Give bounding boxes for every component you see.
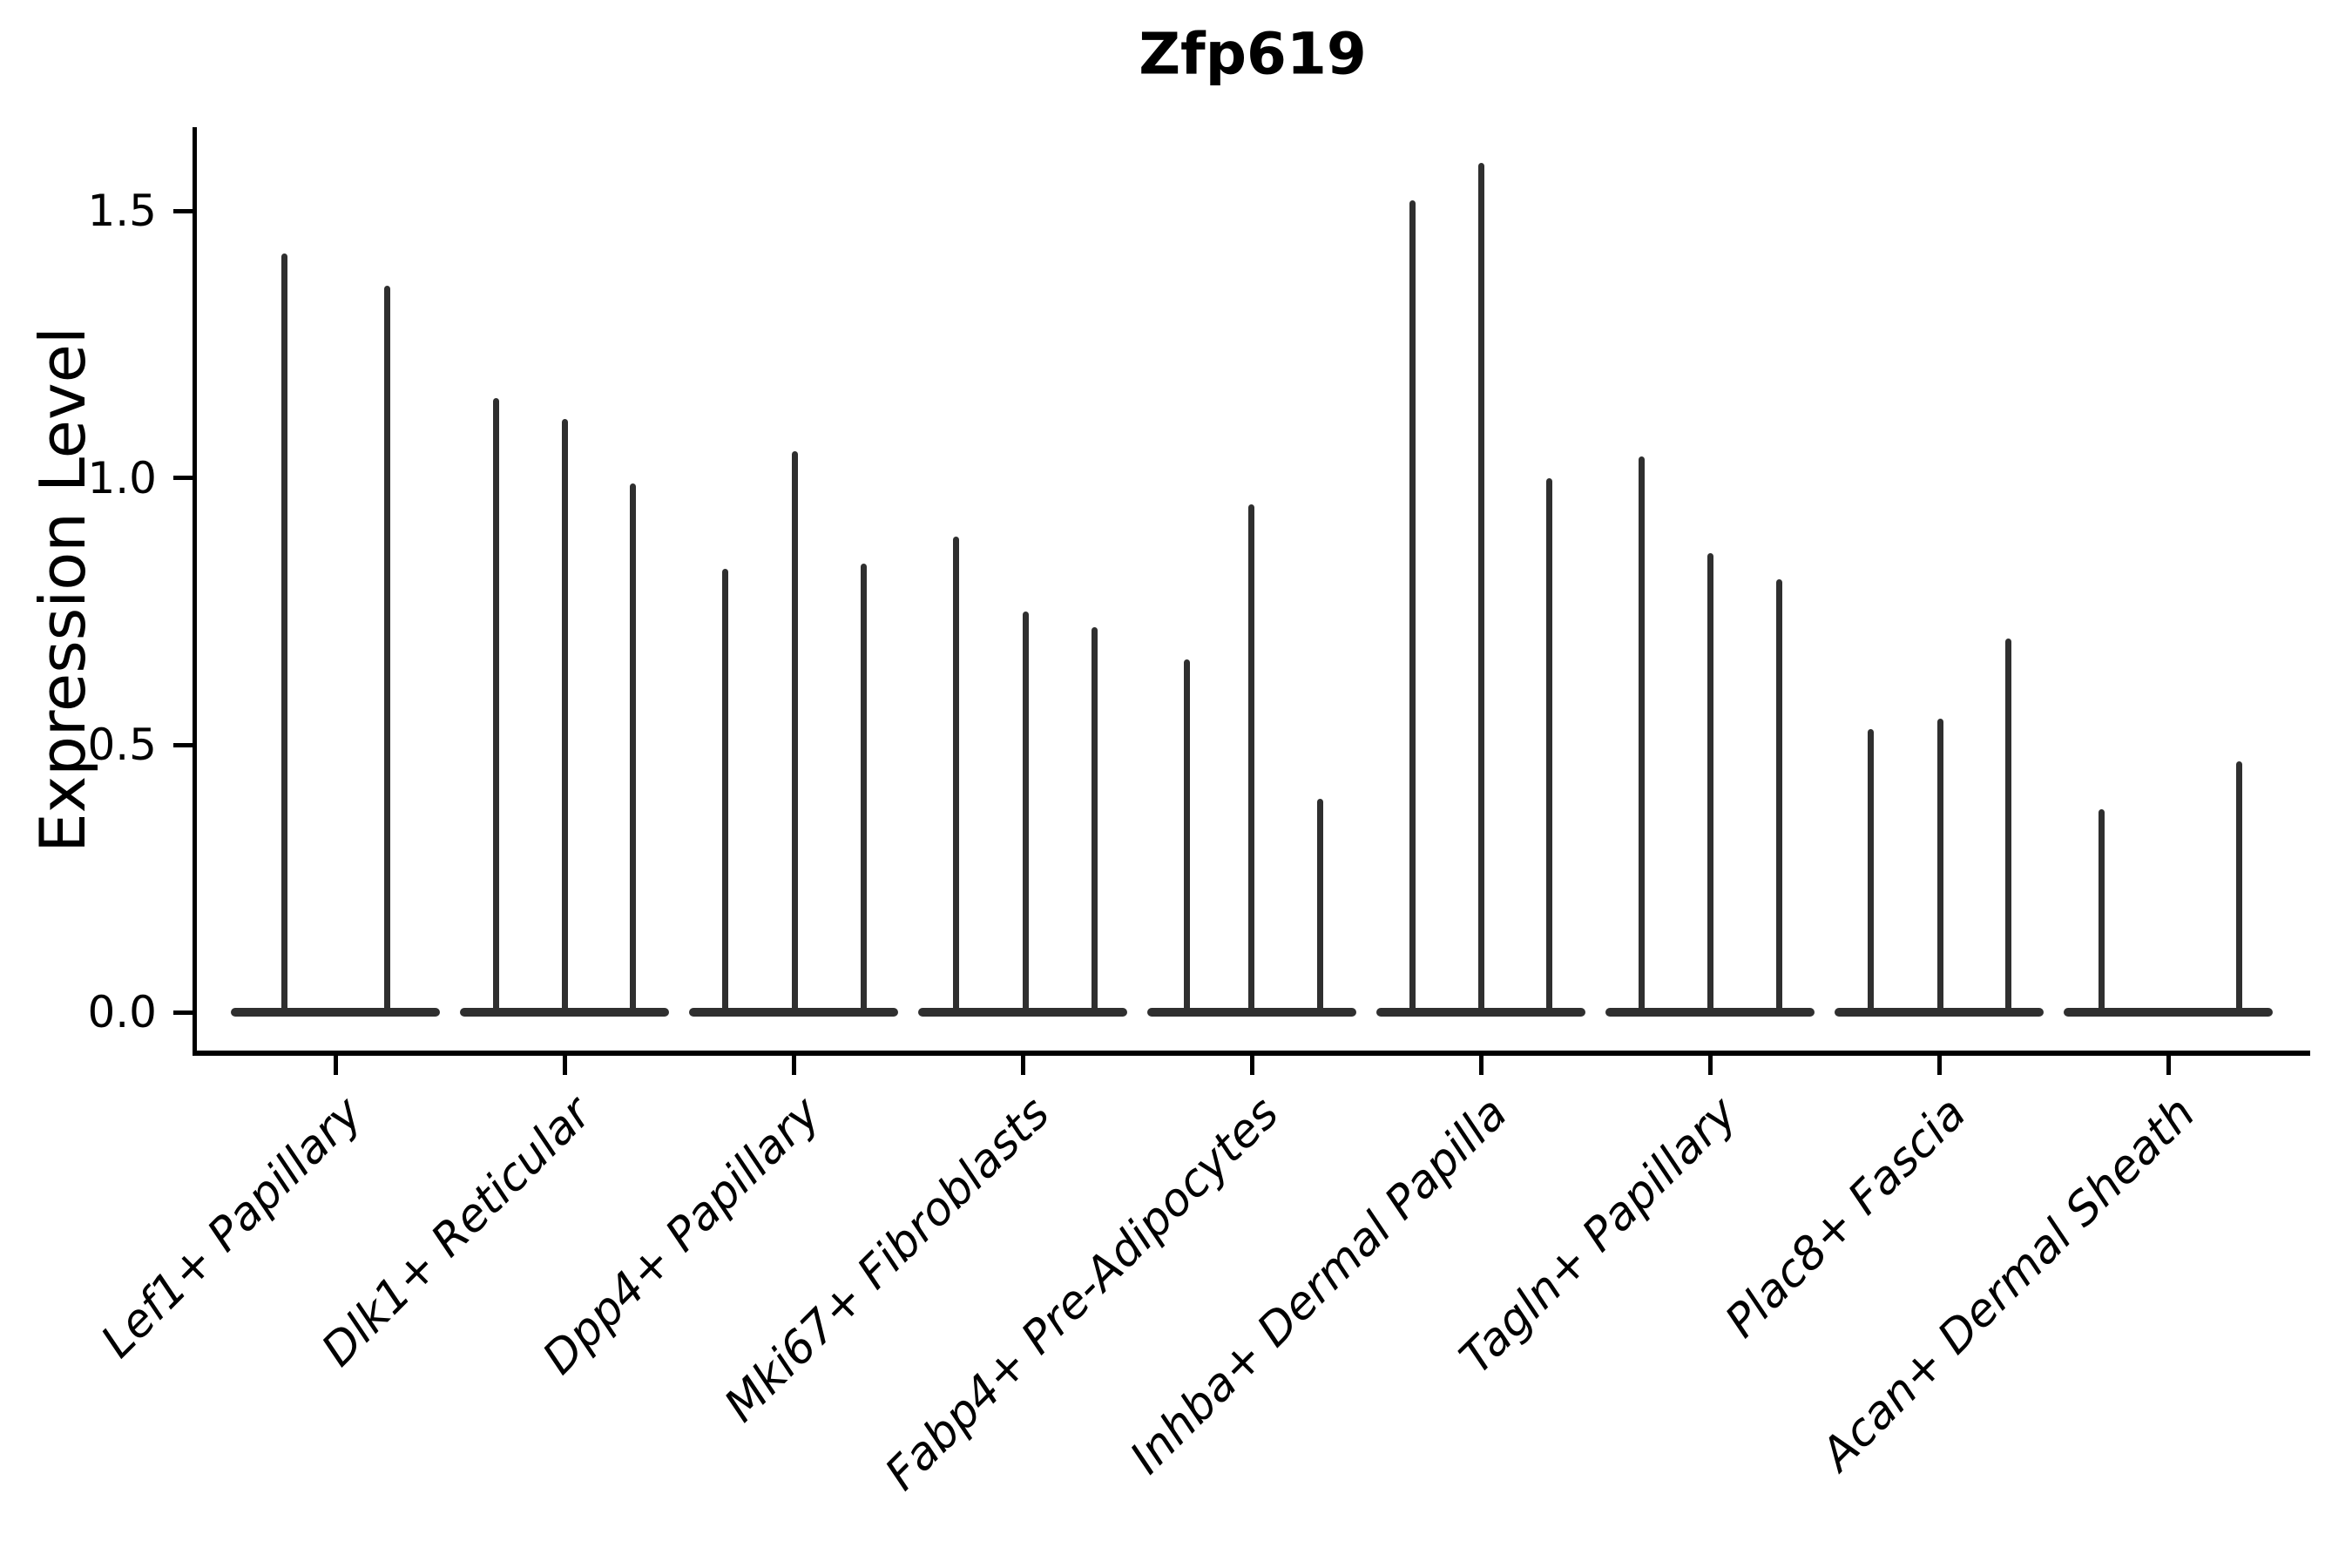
violin-spike [561,419,568,1016]
y-tick [173,476,193,481]
chart-title: Zfp619 [1139,20,1367,88]
violin-spike [1638,456,1645,1016]
violin-spike [1707,552,1713,1016]
x-tick [333,1056,338,1075]
violin-spike [1183,659,1190,1016]
violin-spike [280,253,287,1016]
violin-spike [1867,728,1874,1016]
y-tick-label: 1.5 [87,186,157,236]
x-tick [1478,1056,1484,1075]
x-tick-label: Plac8+ Fascia [1715,1087,1977,1348]
x-tick [1249,1056,1254,1075]
y-tick-label: 1.0 [87,452,157,504]
violin-spike [1936,718,1943,1016]
violin-base [231,1008,440,1017]
x-tick [562,1056,567,1075]
violin-spike [791,451,798,1016]
x-tick [791,1056,796,1075]
violin-spike [1022,612,1029,1016]
violin-spike [1545,477,1552,1016]
violin-spike [1409,199,1416,1016]
violin-spike [1477,162,1484,1016]
x-tick-label: Acan+ Dermal Sheath [1811,1087,2206,1481]
violin-spike [383,285,390,1016]
y-axis-spine [193,127,197,1056]
y-axis-label: Expression Level [26,327,99,853]
y-tick [173,1010,193,1015]
violin-spike [629,483,636,1016]
violin-base [2064,1008,2273,1017]
violin-spike [952,537,959,1016]
violin-spike [860,563,867,1016]
violin-spike [1316,798,1323,1016]
y-tick-label: 0.0 [87,987,157,1037]
y-tick-label: 0.5 [87,720,157,771]
x-tick [1707,1056,1713,1075]
violin-spike [492,397,499,1016]
violin-spike [2004,638,2011,1016]
y-tick [173,742,193,747]
x-tick-label: Fabp4+ Pre-Adipocytes [875,1087,1289,1501]
violin-spike [1247,504,1254,1016]
y-tick [173,208,193,213]
x-tick [2166,1056,2171,1075]
x-tick [1020,1056,1025,1075]
violin-spike [1775,579,1782,1016]
violin-spike [2235,760,2242,1016]
violin-spike [2098,808,2105,1016]
x-tick-label: Inhba+ Dermal Papilla [1120,1087,1518,1484]
x-axis-spine [193,1051,2310,1056]
violin-spike [721,568,728,1016]
violin-spike [1091,627,1098,1016]
x-tick [1936,1056,1942,1075]
